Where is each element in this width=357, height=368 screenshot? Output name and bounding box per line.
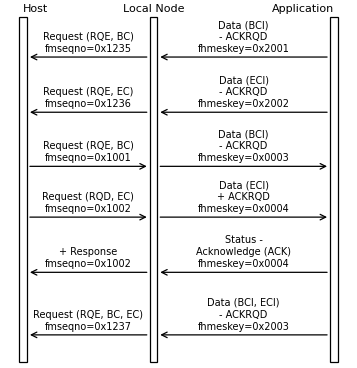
- Text: Status -
Acknowledge (ACK)
fhmeskey=0x0004: Status - Acknowledge (ACK) fhmeskey=0x00…: [196, 236, 291, 269]
- Text: Data (ECI)
+ ACKRQD
fhmeskey=0x0004: Data (ECI) + ACKRQD fhmeskey=0x0004: [198, 180, 290, 214]
- Text: Local Node: Local Node: [123, 4, 184, 14]
- Text: Application: Application: [272, 4, 334, 14]
- Text: Host: Host: [23, 4, 49, 14]
- Text: Request (RQE, EC)
fmseqno=0x1236: Request (RQE, EC) fmseqno=0x1236: [43, 87, 134, 109]
- Text: + Response
fmseqno=0x1002: + Response fmseqno=0x1002: [45, 247, 132, 269]
- Text: Data (ECI)
- ACKRQD
fhmeskey=0x2002: Data (ECI) - ACKRQD fhmeskey=0x2002: [198, 75, 290, 109]
- Bar: [19, 17, 27, 362]
- Text: Data (BCI)
- ACKRQD
fhmeskey=0x2001: Data (BCI) - ACKRQD fhmeskey=0x2001: [198, 20, 290, 54]
- Text: Request (RQE, BC)
fmseqno=0x1235: Request (RQE, BC) fmseqno=0x1235: [43, 32, 134, 54]
- Text: Request (RQE, BC)
fmseqno=0x1001: Request (RQE, BC) fmseqno=0x1001: [43, 141, 134, 163]
- Bar: [330, 17, 338, 362]
- Text: Data (BCI)
- ACKRQD
fhmeskey=0x0003: Data (BCI) - ACKRQD fhmeskey=0x0003: [198, 130, 290, 163]
- Text: Request (RQD, EC)
fmseqno=0x1002: Request (RQD, EC) fmseqno=0x1002: [42, 192, 134, 214]
- Text: Request (RQE, BC, EC)
fmseqno=0x1237: Request (RQE, BC, EC) fmseqno=0x1237: [33, 310, 144, 332]
- Bar: [150, 17, 157, 362]
- Text: Data (BCI, ECI)
- ACKRQD
fhmeskey=0x2003: Data (BCI, ECI) - ACKRQD fhmeskey=0x2003: [198, 298, 290, 332]
